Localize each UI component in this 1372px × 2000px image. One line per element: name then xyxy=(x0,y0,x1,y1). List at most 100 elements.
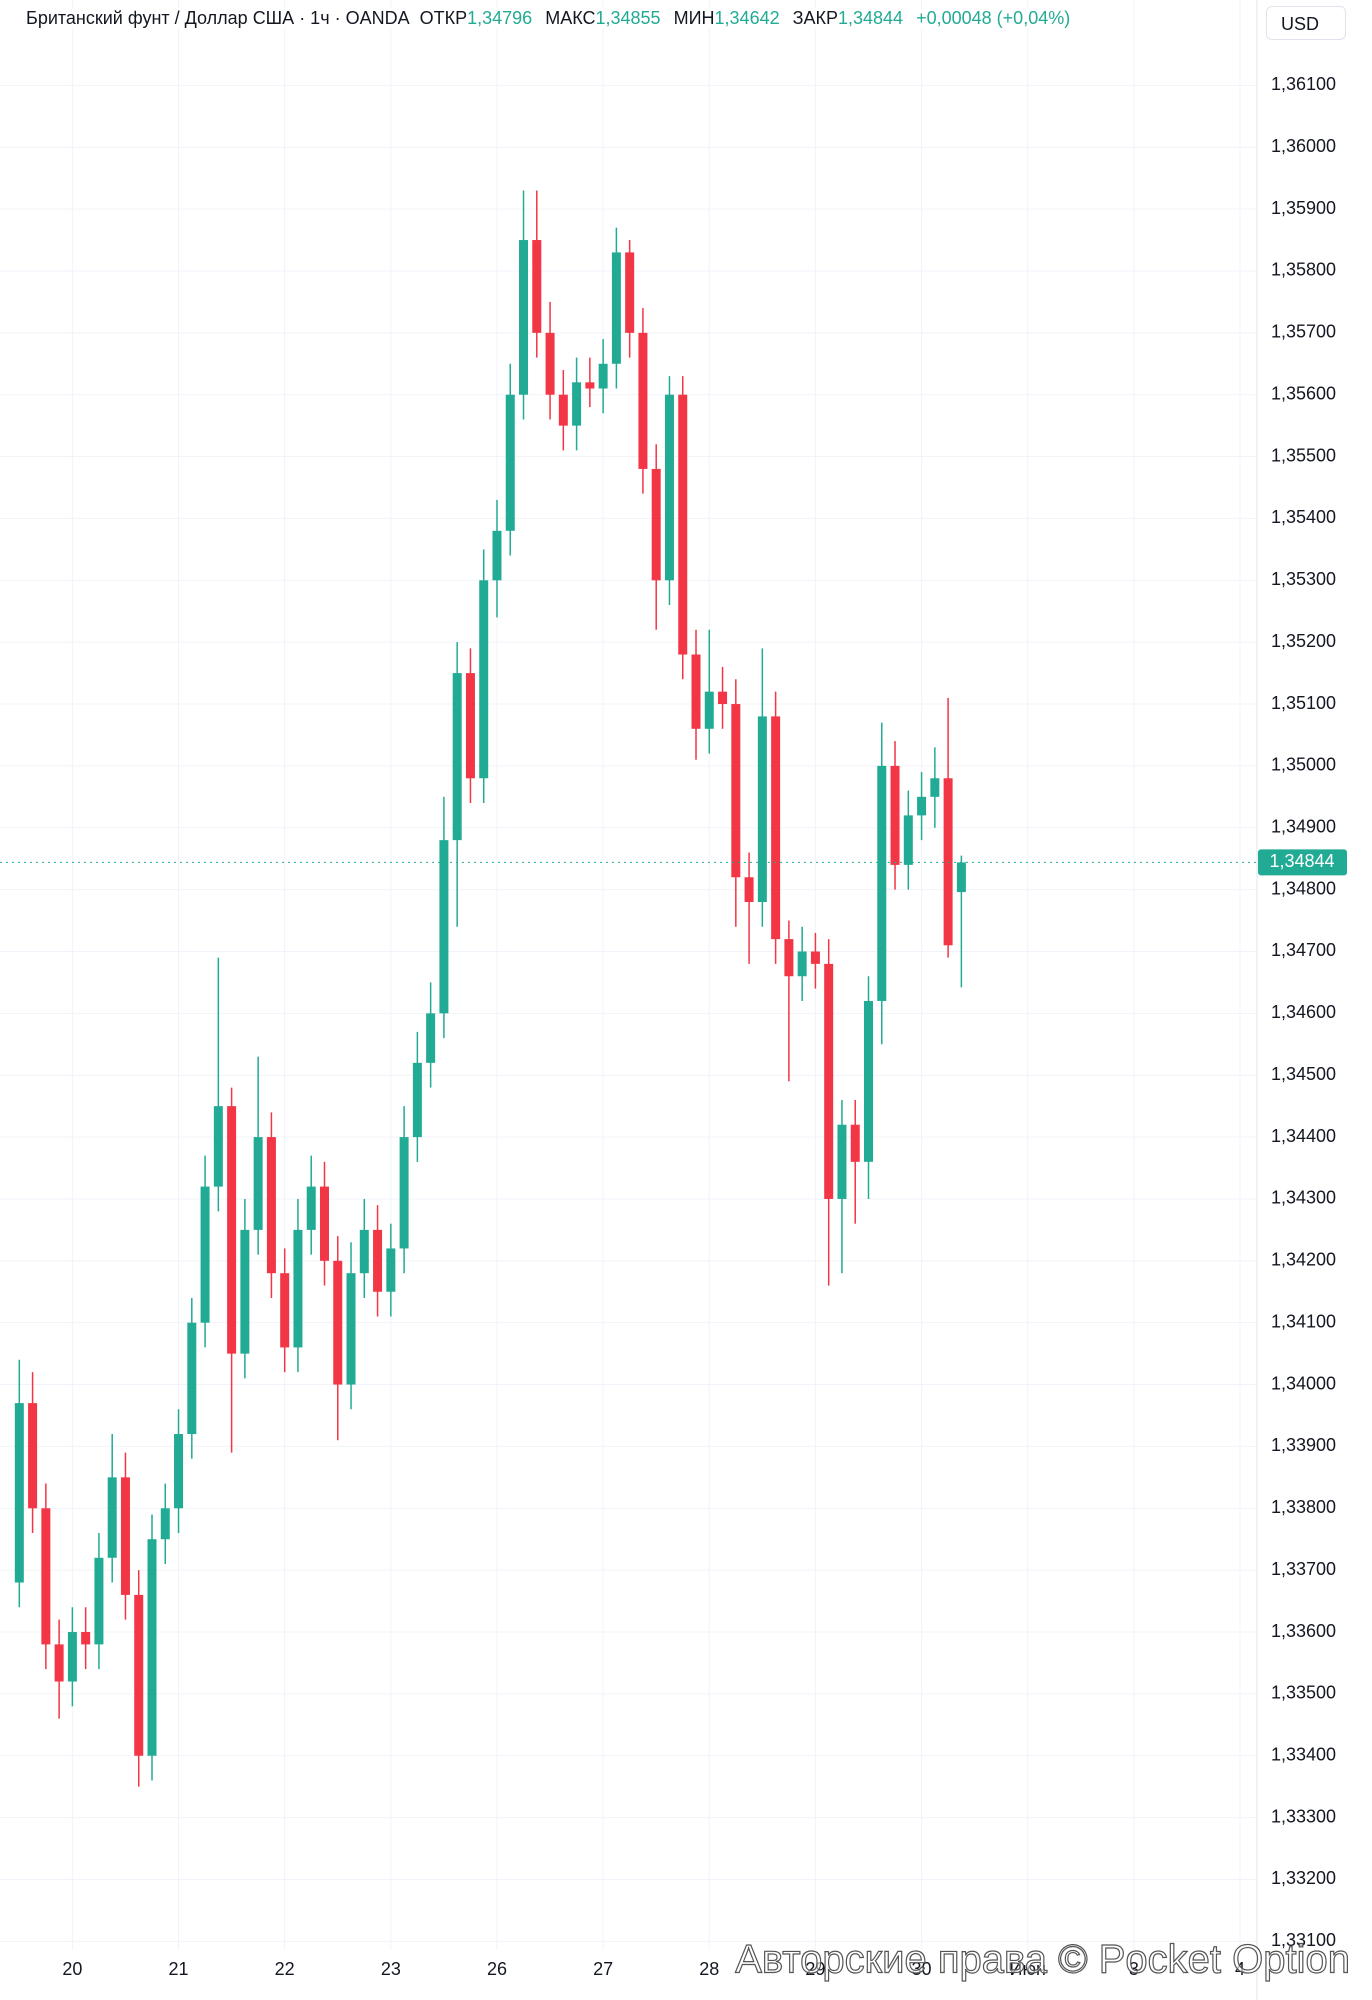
y-tick-label: 1,33700 xyxy=(1271,1559,1336,1579)
candle-body xyxy=(824,963,834,1199)
y-tick-label: 1,35700 xyxy=(1271,322,1336,342)
high-label: МАКС xyxy=(545,8,596,28)
candle-body xyxy=(213,1106,223,1187)
candle-body xyxy=(67,1632,77,1682)
candle-body xyxy=(678,394,688,655)
candle-body xyxy=(664,394,674,581)
candle-body xyxy=(917,796,927,816)
currency-button[interactable]: USD xyxy=(1266,6,1346,40)
last-price-tag xyxy=(1258,849,1347,876)
y-tick-label: 1,35200 xyxy=(1271,631,1336,651)
y-tick-label: 1,35000 xyxy=(1271,755,1336,775)
x-tick-label: 28 xyxy=(699,1959,719,1979)
y-tick-label: 1,35800 xyxy=(1271,260,1336,280)
candle-body xyxy=(147,1539,157,1756)
candle-body xyxy=(41,1508,51,1645)
y-tick-label: 1,34300 xyxy=(1271,1188,1336,1208)
low-value: 1,34642 xyxy=(714,8,780,28)
candle-body xyxy=(930,778,940,797)
candle-body xyxy=(412,1062,422,1138)
candle-body xyxy=(545,332,555,395)
y-tick-label: 1,35900 xyxy=(1271,198,1336,218)
candle-body xyxy=(399,1137,409,1249)
candle-body xyxy=(359,1229,369,1274)
candle-body xyxy=(54,1644,64,1682)
candle-body xyxy=(784,939,794,977)
x-tick-label: 27 xyxy=(593,1959,613,1979)
y-tick-label: 1,35400 xyxy=(1271,507,1336,527)
x-tick-label: Июн xyxy=(1010,1959,1046,1979)
candle-body xyxy=(731,704,741,878)
candle-body xyxy=(956,862,966,893)
x-tick-label: 3 xyxy=(1129,1959,1139,1979)
y-tick-label: 1,33100 xyxy=(1271,1930,1336,1950)
watermark: Авторские права © Pocket Option xyxy=(735,1938,1350,1982)
y-tick-label: 1,34600 xyxy=(1271,1002,1336,1022)
candle-body xyxy=(492,530,502,581)
candle-body xyxy=(771,716,781,940)
candle-body xyxy=(319,1186,329,1261)
close-label: ЗАКР xyxy=(792,8,838,28)
candle-body xyxy=(519,240,529,395)
y-tick-label: 1,34900 xyxy=(1271,817,1336,837)
y-tick-label: 1,36000 xyxy=(1271,136,1336,156)
candle-body xyxy=(625,252,635,333)
y-tick-label: 1,34000 xyxy=(1271,1373,1336,1393)
candle-body xyxy=(293,1229,303,1348)
high-value: 1,34855 xyxy=(595,8,661,28)
y-tick-label: 1,34700 xyxy=(1271,940,1336,960)
candle-body xyxy=(558,394,568,426)
candle-body xyxy=(134,1594,144,1756)
y-tick-label: 1,33400 xyxy=(1271,1744,1336,1764)
y-tick-label: 1,33200 xyxy=(1271,1868,1336,1888)
last-price-label: 1,34844 xyxy=(1269,851,1334,871)
y-tick-label: 1,34500 xyxy=(1271,1064,1336,1084)
candle-body xyxy=(479,580,489,779)
candle-body xyxy=(187,1322,197,1435)
x-tick-label: 23 xyxy=(381,1959,401,1979)
y-tick-label: 1,33900 xyxy=(1271,1435,1336,1455)
candle-body xyxy=(877,765,887,1001)
candle-body xyxy=(240,1229,250,1354)
y-tick-label: 1,33300 xyxy=(1271,1806,1336,1826)
low-label: МИН xyxy=(673,8,715,28)
change: +0,00048 (+0,04%) xyxy=(916,8,1071,28)
y-tick-label: 1,33600 xyxy=(1271,1621,1336,1641)
candle-body xyxy=(638,332,648,469)
candle-body xyxy=(572,382,582,426)
candle-body xyxy=(200,1186,210,1323)
x-tick-label: 22 xyxy=(275,1959,295,1979)
candle-body xyxy=(14,1403,24,1583)
x-tick-label: 29 xyxy=(805,1959,825,1979)
header: Британский фунт / Доллар США · 1ч · OAND… xyxy=(26,8,1079,29)
y-tick-label: 1,34100 xyxy=(1271,1311,1336,1331)
candle-body xyxy=(333,1260,343,1385)
candle-body xyxy=(691,654,701,729)
close-value: 1,34844 xyxy=(838,8,904,28)
y-tick-label: 1,33500 xyxy=(1271,1683,1336,1703)
candle-body xyxy=(346,1273,356,1385)
candle-body xyxy=(465,673,475,779)
y-tick-label: 1,36100 xyxy=(1271,74,1336,94)
candle-body xyxy=(94,1557,104,1645)
candle-body xyxy=(452,673,462,841)
candle-body xyxy=(611,252,621,364)
candle-body xyxy=(386,1248,396,1292)
y-tick-label: 1,35600 xyxy=(1271,383,1336,403)
candle-body xyxy=(810,951,820,964)
candle-body xyxy=(306,1186,316,1230)
candle-body xyxy=(797,951,807,977)
candle-body xyxy=(704,691,714,729)
y-tick-label: 1,35300 xyxy=(1271,569,1336,589)
candle-body xyxy=(903,815,913,865)
x-tick-label: 26 xyxy=(487,1959,507,1979)
candle-body xyxy=(160,1508,170,1540)
x-tick-label: 20 xyxy=(62,1959,82,1979)
open-label: ОТКР xyxy=(419,8,468,28)
candle-body xyxy=(373,1229,383,1292)
candle-body xyxy=(174,1434,184,1509)
candle-body xyxy=(585,382,595,389)
candle-body xyxy=(426,1013,436,1063)
